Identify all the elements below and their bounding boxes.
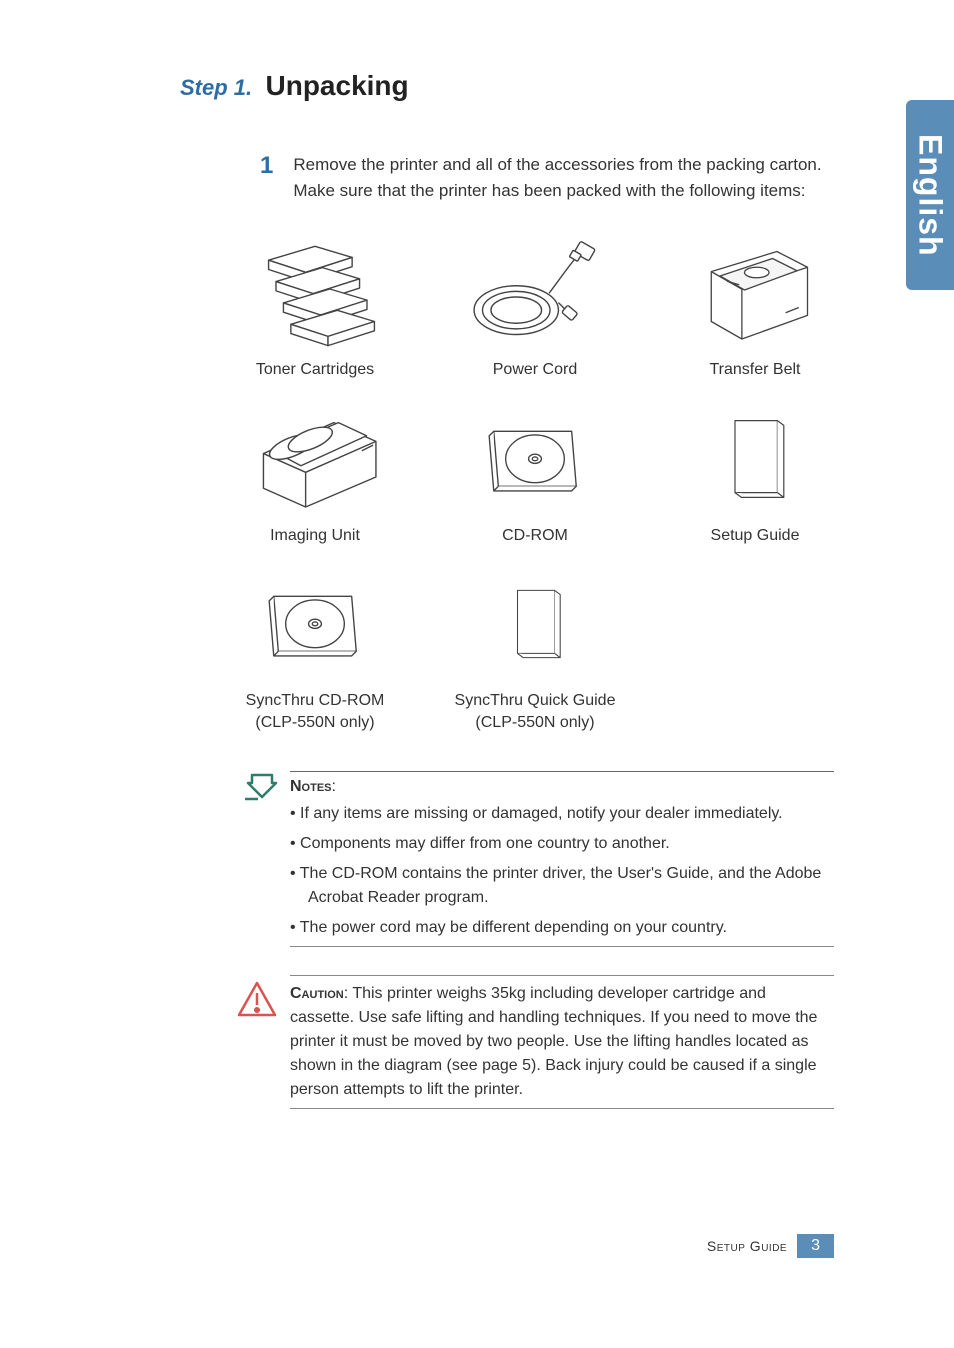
step-title: Unpacking [266, 70, 409, 101]
caution-icon [235, 979, 279, 1024]
page-footer: Setup Guide 3 [707, 1234, 834, 1258]
intro-number: 1 [260, 152, 273, 203]
footer-page-number: 3 [797, 1234, 834, 1258]
item-label: Transfer Belt [710, 359, 801, 381]
notes-bullet: The power cord may be different dependin… [290, 916, 834, 940]
item-label: Setup Guide [711, 525, 800, 547]
language-tab: English [906, 100, 954, 290]
item-label: Imaging Unit [270, 525, 360, 547]
step-label: Step 1. [180, 75, 252, 100]
caution-text: : This printer weighs 35kg including dev… [290, 985, 817, 1098]
cd-icon [430, 399, 640, 519]
item-syncthru-cd: SyncThru CD-ROM(CLP-550N only) [210, 564, 420, 733]
caution-rule-bottom [290, 1108, 834, 1109]
item-cdrom: CD-ROM [430, 399, 640, 547]
notes-bullet: The CD-ROM contains the printer driver, … [290, 862, 834, 910]
notes-rule-bottom [290, 946, 834, 947]
page-heading: Step 1. Unpacking [180, 70, 834, 102]
item-label: SyncThru CD-ROM(CLP-550N only) [246, 690, 385, 733]
intro-block: 1 Remove the printer and all of the acce… [260, 152, 834, 203]
caution-rule-top [290, 975, 834, 976]
item-cord: Power Cord [430, 233, 640, 381]
cd-icon [210, 564, 420, 684]
notes-label: Notes [290, 778, 332, 795]
notes-list: If any items are missing or damaged, not… [290, 802, 834, 940]
book-icon [650, 399, 860, 519]
caution-section: Caution: This printer weighs 35kg includ… [250, 975, 834, 1109]
notes-heading: Notes: [250, 778, 834, 796]
page: English Step 1. Unpacking 1 Remove the p… [0, 0, 954, 1109]
notes-icon [240, 765, 284, 814]
cord-icon [430, 233, 640, 353]
item-label: Toner Cartridges [256, 359, 374, 381]
caution-body: Caution: This printer weighs 35kg includ… [290, 982, 834, 1102]
item-setup-guide: Setup Guide [650, 399, 860, 547]
belt-icon [650, 233, 860, 353]
item-belt: Transfer Belt [650, 233, 860, 381]
intro-text: Remove the printer and all of the access… [293, 152, 834, 203]
language-tab-label: English [912, 134, 949, 257]
item-syncthru-guide: SyncThru Quick Guide(CLP-550N only) [430, 564, 640, 733]
empty-cell [650, 564, 860, 733]
notes-section: Notes: If any items are missing or damag… [250, 771, 834, 947]
footer-label: Setup Guide [707, 1238, 787, 1254]
imaging-icon [210, 399, 420, 519]
item-imaging: Imaging Unit [210, 399, 420, 547]
item-label: SyncThru Quick Guide(CLP-550N only) [455, 690, 616, 733]
items-grid: Toner Cartridges [210, 233, 834, 733]
item-toner: Toner Cartridges [210, 233, 420, 381]
toner-icon [210, 233, 420, 353]
caution-label: Caution [290, 985, 344, 1002]
notes-bullet: Components may differ from one country t… [290, 832, 834, 856]
book-icon [430, 564, 640, 684]
notes-bullet: If any items are missing or damaged, not… [290, 802, 834, 826]
notes-rule-top [290, 771, 834, 772]
item-label: CD-ROM [502, 525, 568, 547]
item-label: Power Cord [493, 359, 577, 381]
